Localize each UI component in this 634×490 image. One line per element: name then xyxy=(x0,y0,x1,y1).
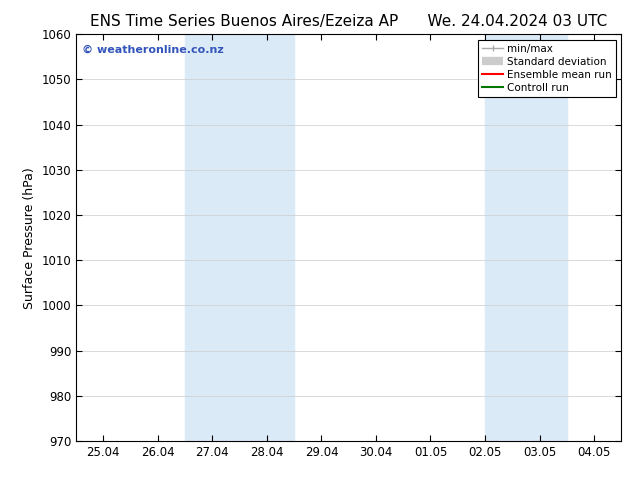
Bar xyxy=(485,34,567,441)
Title: ENS Time Series Buenos Aires/Ezeiza AP      We. 24.04.2024 03 UTC: ENS Time Series Buenos Aires/Ezeiza AP W… xyxy=(90,14,607,29)
Y-axis label: Surface Pressure (hPa): Surface Pressure (hPa) xyxy=(23,167,36,309)
Legend: min/max, Standard deviation, Ensemble mean run, Controll run: min/max, Standard deviation, Ensemble me… xyxy=(478,40,616,97)
Bar xyxy=(185,34,294,441)
Text: © weatheronline.co.nz: © weatheronline.co.nz xyxy=(82,45,223,54)
